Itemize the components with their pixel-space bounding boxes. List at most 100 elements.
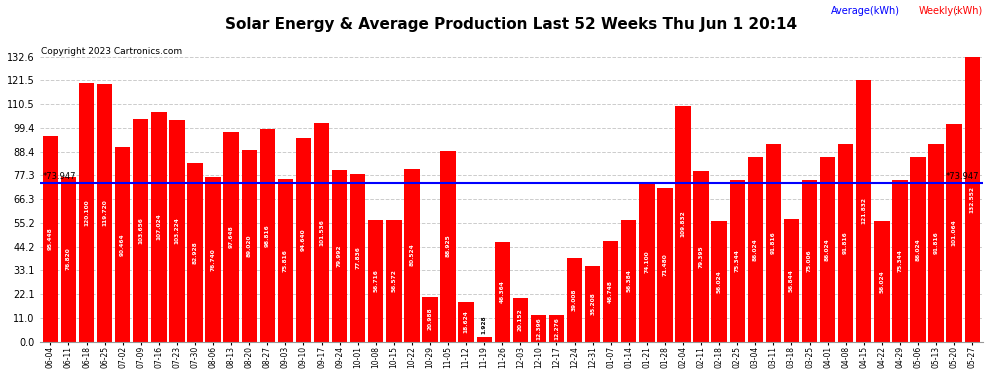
Text: 91.816: 91.816 [843, 232, 848, 254]
Text: 82.928: 82.928 [192, 241, 197, 264]
Bar [386, 220, 402, 342]
Bar [205, 177, 221, 342]
Text: 56.384: 56.384 [627, 270, 632, 292]
Text: 120.100: 120.100 [84, 199, 89, 226]
Text: 103.656: 103.656 [139, 217, 144, 244]
Bar [892, 180, 908, 342]
Text: *73.947: *73.947 [945, 171, 979, 180]
Text: 101.064: 101.064 [951, 220, 956, 246]
Text: 90.464: 90.464 [120, 233, 125, 256]
Text: 101.536: 101.536 [319, 219, 324, 246]
Text: 98.816: 98.816 [264, 224, 270, 247]
Text: 86.024: 86.024 [916, 238, 921, 261]
Bar [712, 221, 727, 342]
Text: 75.006: 75.006 [807, 250, 812, 272]
Text: 107.024: 107.024 [156, 213, 161, 240]
Text: 20.152: 20.152 [518, 309, 523, 332]
Text: *73.947: *73.947 [44, 171, 76, 180]
Bar [548, 315, 564, 342]
Bar [368, 220, 383, 342]
Text: 121.832: 121.832 [861, 197, 866, 224]
Text: 76.820: 76.820 [66, 248, 71, 270]
Bar [277, 178, 293, 342]
Text: 79.395: 79.395 [699, 245, 704, 268]
Bar [567, 258, 582, 342]
Bar [458, 302, 474, 342]
Text: 46.364: 46.364 [500, 280, 505, 303]
Bar [296, 138, 311, 342]
Text: 77.836: 77.836 [355, 246, 360, 269]
Bar [115, 147, 131, 342]
Text: 86.024: 86.024 [825, 238, 830, 261]
Bar [784, 219, 799, 342]
Text: 56.572: 56.572 [391, 269, 396, 292]
Bar [964, 57, 980, 342]
Bar [657, 188, 672, 342]
Text: Copyright 2023 Cartronics.com: Copyright 2023 Cartronics.com [42, 47, 182, 56]
Bar [838, 144, 853, 342]
Bar [640, 182, 654, 342]
Bar [97, 84, 112, 342]
Text: 12.276: 12.276 [554, 317, 559, 340]
Bar [693, 171, 709, 342]
Text: 76.740: 76.740 [211, 248, 216, 270]
Bar [765, 144, 781, 342]
Text: Weekly(kWh): Weekly(kWh) [919, 6, 983, 16]
Text: 56.844: 56.844 [789, 269, 794, 292]
Text: 75.344: 75.344 [735, 249, 740, 272]
Bar [675, 105, 691, 342]
Bar [169, 120, 184, 342]
Bar [621, 220, 637, 342]
Text: 95.448: 95.448 [48, 228, 52, 251]
Text: 12.396: 12.396 [536, 317, 541, 340]
Bar [495, 242, 510, 342]
Bar [187, 164, 203, 342]
Text: 75.344: 75.344 [897, 249, 903, 272]
Bar [747, 157, 763, 342]
Bar [224, 132, 239, 342]
Bar [441, 150, 455, 342]
Bar [332, 170, 347, 342]
Text: 74.100: 74.100 [644, 251, 649, 273]
Bar [910, 157, 926, 342]
Text: 1.928: 1.928 [482, 316, 487, 334]
Text: 56.024: 56.024 [717, 270, 722, 293]
Title: Solar Energy & Average Production Last 52 Weeks Thu Jun 1 20:14: Solar Energy & Average Production Last 5… [226, 17, 797, 32]
Text: 109.832: 109.832 [680, 210, 685, 237]
Text: 80.524: 80.524 [410, 244, 415, 267]
Text: 88.925: 88.925 [446, 235, 450, 258]
Text: 89.020: 89.020 [247, 235, 251, 257]
Text: 97.648: 97.648 [229, 225, 234, 248]
Bar [585, 266, 600, 342]
Text: 103.224: 103.224 [174, 217, 179, 244]
Text: 20.988: 20.988 [428, 308, 433, 330]
Bar [476, 338, 492, 342]
Bar [314, 123, 330, 342]
Bar [820, 157, 836, 342]
Bar [513, 298, 528, 342]
Bar [531, 315, 546, 342]
Bar [259, 129, 275, 342]
Bar [802, 180, 817, 342]
Text: 39.008: 39.008 [572, 288, 577, 311]
Bar [151, 112, 166, 342]
Bar [60, 177, 76, 342]
Text: 119.720: 119.720 [102, 200, 107, 226]
Bar [856, 80, 871, 342]
Bar [133, 119, 148, 342]
Text: 75.816: 75.816 [283, 249, 288, 272]
Text: 86.024: 86.024 [752, 238, 757, 261]
Bar [874, 221, 890, 342]
Bar [603, 241, 619, 342]
Bar [43, 136, 58, 342]
Text: 56.716: 56.716 [373, 269, 378, 292]
Text: 71.480: 71.480 [662, 254, 667, 276]
Bar [730, 180, 744, 342]
Text: 94.640: 94.640 [301, 229, 306, 251]
Bar [929, 144, 943, 342]
Text: 91.816: 91.816 [771, 232, 776, 254]
Text: 79.992: 79.992 [338, 244, 343, 267]
Text: Average(kWh): Average(kWh) [831, 6, 900, 16]
Text: 18.624: 18.624 [463, 310, 468, 333]
Bar [404, 168, 420, 342]
